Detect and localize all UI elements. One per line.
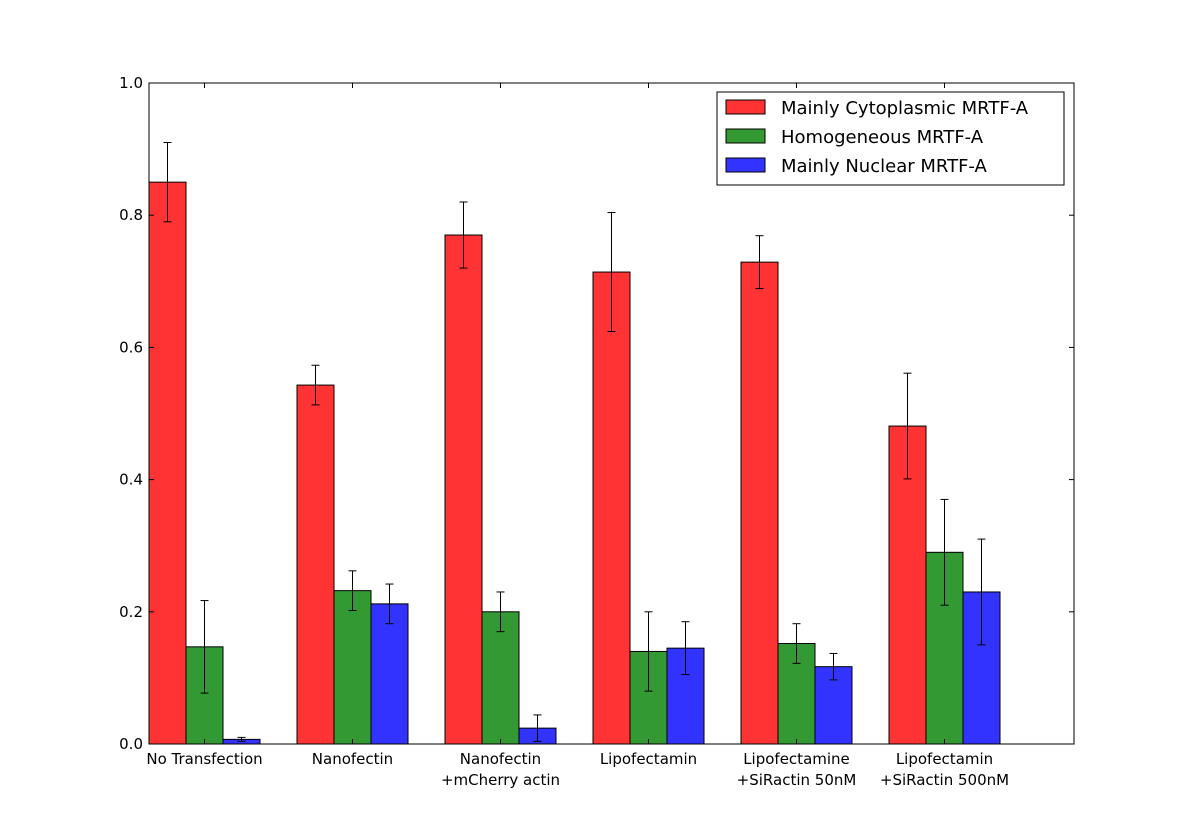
legend-label-3: Mainly Nuclear MRTF-A — [781, 156, 988, 177]
y-tick-label-2: 0.2 — [119, 603, 143, 621]
error-bar-1-4 — [607, 212, 616, 333]
bar-1-5 — [740, 261, 779, 745]
error-bars-layer — [163, 141, 986, 742]
legend-swatch-3 — [725, 157, 766, 173]
plot-area-frame — [148, 82, 1075, 745]
bars-layer — [148, 181, 1001, 745]
error-bar-1-6 — [903, 372, 912, 480]
error-bar-3-4 — [681, 621, 690, 676]
error-bar-2-1 — [200, 600, 209, 694]
x-tick-label-3: Nanofectin +mCherry actin — [441, 750, 560, 789]
error-bar-1-5 — [755, 235, 764, 290]
error-bar-3-2 — [385, 583, 394, 625]
y-tick-label-4: 0.6 — [119, 338, 143, 356]
error-bar-2-3 — [496, 591, 505, 633]
legend: Mainly Cytoplasmic MRTF-A Homogeneous MRT… — [716, 91, 1065, 186]
error-bar-1-1 — [163, 141, 172, 223]
bar-2-2 — [333, 590, 372, 745]
x-tick-label-1: No Transfection — [146, 750, 262, 768]
error-bar-1-3 — [459, 201, 468, 269]
bar-1-2 — [296, 384, 335, 745]
error-bar-1-2 — [311, 364, 320, 406]
legend-label-2: Homogeneous MRTF-A — [781, 127, 984, 148]
y-tick-label-6: 1.0 — [119, 74, 143, 92]
error-bar-2-2 — [348, 570, 357, 611]
error-bar-2-4 — [644, 611, 653, 692]
x-tick-label-2: Nanofectin — [312, 750, 393, 768]
x-tick-label-4: Lipofectamin — [600, 750, 697, 768]
x-tick-label-6: Lipofectamin +SiRactin 500nM — [880, 750, 1009, 789]
error-bar-3-6 — [977, 538, 986, 646]
error-bar-3-1 — [237, 736, 246, 742]
error-bar-2-5 — [792, 623, 801, 664]
x-tick-label-5: Lipofectamine +SiRactin 50nM — [737, 750, 857, 789]
y-tick-label-5: 0.8 — [119, 206, 143, 224]
bar-3-2 — [370, 603, 409, 745]
y-axis: 0.0 0.2 0.4 0.6 0.8 1.0 — [119, 74, 1074, 753]
legend-swatch-1 — [725, 99, 766, 115]
error-bar-3-3 — [533, 714, 542, 742]
bar-1-1 — [148, 181, 187, 745]
x-axis: No Transfection Nanofectin Nanofectin +mChe… — [146, 83, 1009, 789]
bar-1-4 — [592, 271, 631, 745]
bar-1-3 — [444, 234, 483, 745]
error-bar-3-5 — [829, 652, 838, 681]
legend-label-1: Mainly Cytoplasmic MRTF-A — [781, 98, 1029, 119]
legend-box — [716, 91, 1065, 186]
y-tick-label-1: 0.0 — [119, 735, 143, 753]
error-bar-2-6 — [940, 498, 949, 606]
legend-swatch-2 — [725, 128, 766, 144]
y-tick-label-3: 0.4 — [119, 471, 143, 489]
